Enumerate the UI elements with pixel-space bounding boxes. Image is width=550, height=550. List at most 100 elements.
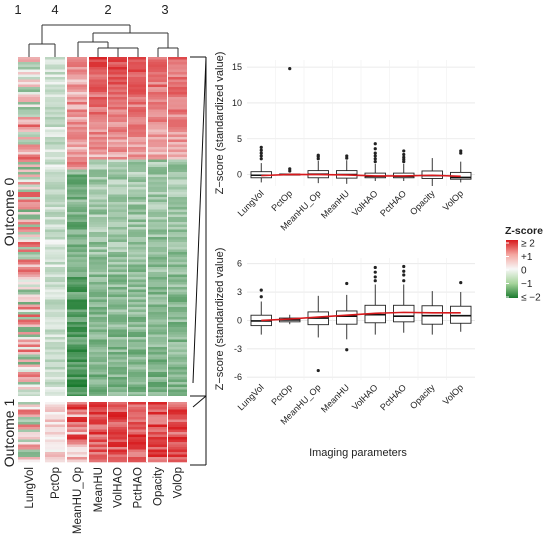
- heat-cell-opacity: [148, 364, 167, 368]
- heat-cell-meanhu-op: [67, 119, 87, 123]
- heat-cell-pctop: [45, 429, 65, 433]
- heat-cell-pcthao: [128, 182, 147, 185]
- heat-cell-opacity: [148, 374, 167, 378]
- heat-cell-opacity: [148, 94, 167, 98]
- heat-cell-opacity: [148, 147, 167, 150]
- heat-cell-meanhu: [89, 237, 107, 240]
- heat-cell-pcthao: [128, 177, 147, 180]
- heat-cell-volop: [168, 59, 187, 63]
- heat-cell-pctop: [45, 62, 65, 65]
- heat-cell-opacity: [148, 439, 167, 443]
- heat-cell-pctop: [45, 84, 65, 88]
- heat-cell-opacity: [148, 82, 167, 85]
- heat-cell-volhao: [108, 182, 127, 185]
- heat-cell-meanhu: [89, 379, 107, 383]
- legend-tick-label: −1: [521, 279, 533, 290]
- heat-cell-pcthao: [128, 247, 147, 250]
- heat-cell-opacity: [148, 242, 167, 245]
- heat-cell-pcthao: [128, 449, 147, 453]
- heat-cell-volop: [168, 174, 187, 178]
- heat-cell-opacity: [148, 417, 167, 420]
- heat-cell-volop: [168, 74, 187, 78]
- heat-cell-pctop: [45, 162, 65, 165]
- heat-cell-lungvol: [18, 452, 40, 455]
- heat-cell-pcthao: [128, 417, 147, 420]
- heat-cell-lungvol: [18, 349, 40, 353]
- heat-cell-pctop: [45, 339, 65, 343]
- outlier-volhao: [373, 154, 377, 158]
- heat-cell-volhao: [108, 197, 127, 200]
- heat-cell-opacity: [148, 124, 167, 128]
- heat-cell-meanhu-op: [67, 429, 87, 433]
- heat-cell-pctop: [45, 442, 65, 445]
- heat-cell-volhao: [108, 387, 127, 390]
- heat-cell-volhao: [108, 407, 127, 410]
- heat-cell-volhao: [108, 162, 127, 165]
- heat-cell-meanhu: [89, 404, 107, 408]
- heat-cell-volop: [168, 349, 187, 353]
- heat-cell-lungvol: [18, 217, 40, 220]
- heat-cell-lungvol: [18, 139, 40, 143]
- heat-cell-lungvol: [18, 132, 40, 135]
- heat-cell-meanhu: [89, 307, 107, 310]
- heat-cell-pctop: [45, 419, 65, 423]
- heat-cell-meanhu: [89, 152, 107, 155]
- heat-cell-pctop: [45, 374, 65, 378]
- heat-cell-meanhu-op: [67, 102, 87, 105]
- heat-cell-volop: [168, 449, 187, 453]
- heat-cell-volhao: [108, 259, 127, 263]
- heat-cell-pctop: [45, 362, 65, 365]
- heat-cell-pcthao: [128, 294, 147, 298]
- heat-cell-lungvol: [18, 319, 40, 323]
- outlier-lungvol: [259, 157, 263, 161]
- heat-cell-lungvol: [18, 334, 40, 338]
- heat-cell-meanhu-op: [67, 147, 87, 150]
- heat-cell-volhao: [108, 97, 127, 100]
- heat-cell-volhao: [108, 219, 127, 223]
- heat-cell-meanhu-op: [67, 189, 87, 193]
- heat-cell-meanhu-op: [67, 179, 87, 183]
- heat-cell-meanhu: [89, 372, 107, 375]
- heat-cell-meanhu: [89, 212, 107, 215]
- heat-cell-pcthao: [128, 332, 147, 335]
- heat-cell-opacity: [148, 152, 167, 155]
- heat-cell-lungvol: [18, 209, 40, 213]
- y-tick-label: 5: [237, 134, 242, 144]
- heat-cell-pcthao: [128, 199, 147, 203]
- row-group-label-outcome-1: Outcome 1: [1, 399, 17, 468]
- heat-cell-meanhu-op: [67, 252, 87, 255]
- heat-cell-volhao: [108, 217, 127, 220]
- heat-cell-meanhu: [89, 322, 107, 325]
- heat-cell-pctop: [45, 227, 65, 230]
- heat-cell-volop: [168, 269, 187, 273]
- heat-cell-pctop: [45, 164, 65, 168]
- heat-cell-meanhu-op: [67, 444, 87, 448]
- heat-cell-lungvol: [18, 177, 40, 180]
- heat-cell-lungvol: [18, 92, 40, 95]
- y-tick-label: -3: [234, 344, 242, 354]
- heat-cell-volop: [168, 379, 187, 383]
- heat-cell-volop: [168, 89, 187, 93]
- heat-cell-volhao: [108, 117, 127, 120]
- outlier-volhao: [373, 147, 377, 151]
- heat-cell-lungvol: [18, 272, 40, 275]
- legend-title: Z-score: [505, 225, 543, 237]
- heat-cell-pctop: [45, 269, 65, 273]
- heat-cell-meanhu-op: [67, 357, 87, 360]
- heat-cell-pctop: [45, 344, 65, 348]
- outlier-pctop: [288, 66, 292, 71]
- heat-cell-pcthao: [128, 209, 147, 213]
- heat-cell-pcthao: [128, 69, 147, 73]
- heat-cell-meanhu-op: [67, 434, 87, 438]
- heat-cell-meanhu: [89, 269, 107, 273]
- heat-cell-volhao: [108, 307, 127, 310]
- heat-cell-volhao: [108, 367, 127, 370]
- heat-cell-lungvol: [18, 77, 40, 80]
- heat-cell-meanhu: [89, 339, 107, 343]
- x-tick-label-volop: VolOp: [441, 382, 465, 406]
- heat-cell-pctop: [45, 382, 65, 385]
- heat-cell-meanhu-op: [67, 324, 87, 328]
- heat-cell-pcthao: [128, 339, 147, 343]
- heat-cell-meanhu-op: [67, 379, 87, 383]
- heat-cell-pcthao: [128, 219, 147, 223]
